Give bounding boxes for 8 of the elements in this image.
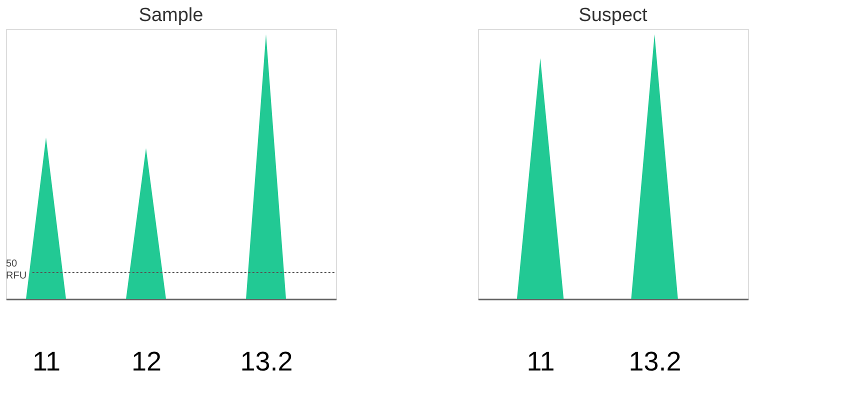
x-tick-label: 12 bbox=[131, 346, 162, 376]
chart-title: Sample bbox=[138, 5, 204, 26]
x-tick-label: 11 bbox=[526, 346, 555, 376]
ref-line-label: 50 RFU bbox=[6, 258, 27, 282]
chart-title: Suspect bbox=[578, 5, 648, 26]
x-tick-label: 13.2 bbox=[628, 346, 682, 376]
x-tick-label: 11 bbox=[32, 346, 61, 376]
x-tick-label: 13.2 bbox=[240, 346, 293, 376]
